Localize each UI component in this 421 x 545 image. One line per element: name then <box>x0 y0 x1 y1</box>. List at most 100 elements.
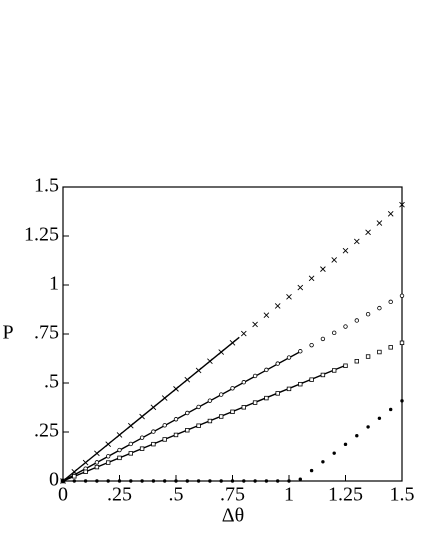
cross-marker <box>263 312 270 319</box>
y-tick-label: .5 <box>44 371 59 393</box>
x-tick-label: .5 <box>169 484 184 506</box>
square-marker <box>106 460 111 465</box>
dot-marker <box>140 479 144 483</box>
dot-marker <box>163 479 167 483</box>
x-axis-label: Δθ <box>222 505 244 527</box>
cross-marker <box>116 432 123 438</box>
cross-marker <box>139 413 145 420</box>
cross-marker <box>184 376 191 383</box>
square-marker <box>218 414 224 419</box>
cross-marker <box>161 395 168 401</box>
square-marker <box>94 464 100 470</box>
cross-marker <box>297 284 304 291</box>
dot-marker <box>242 479 246 483</box>
square-marker <box>343 363 348 368</box>
circle-marker <box>343 324 348 329</box>
dot-marker <box>389 407 393 412</box>
square-marker <box>399 340 405 346</box>
square-marker <box>117 455 122 461</box>
dot-marker <box>174 479 178 483</box>
circle-marker <box>151 429 156 434</box>
cross-marker <box>252 321 258 328</box>
circle-marker <box>94 460 100 465</box>
dot-marker <box>298 477 302 481</box>
x-tick-label: .25 <box>107 484 132 506</box>
dot-marker <box>276 479 280 483</box>
cross-marker <box>240 330 247 337</box>
x-tick-label: 1.25 <box>328 484 363 506</box>
circle-marker <box>264 367 269 373</box>
cross-marker <box>150 404 157 411</box>
circle-marker <box>298 349 303 354</box>
y-tick-label: 1 <box>49 273 59 295</box>
circle-marker <box>218 392 224 397</box>
cross-marker <box>376 220 383 226</box>
dot-marker <box>72 479 77 483</box>
square-marker <box>298 381 303 387</box>
y-tick-label: .25 <box>34 420 59 442</box>
cross-marker <box>286 293 292 300</box>
cross-marker <box>353 238 360 245</box>
square-marker <box>365 354 371 359</box>
circle-marker <box>320 336 326 342</box>
dot-marker <box>343 442 348 447</box>
dot-marker <box>253 479 257 483</box>
square-marker <box>173 432 179 438</box>
circle-marker <box>173 417 179 422</box>
circle-marker <box>354 318 359 323</box>
circle-marker <box>275 361 280 366</box>
cross-marker <box>82 459 89 466</box>
square-marker <box>72 474 77 479</box>
fit-line <box>62 364 346 482</box>
dot-marker <box>355 434 359 438</box>
cross-marker <box>308 275 315 282</box>
dot-marker <box>332 451 336 455</box>
y-tick-label: .75 <box>34 322 59 344</box>
dot-marker <box>264 479 269 483</box>
dot-marker <box>185 479 189 483</box>
cross-marker <box>399 201 405 208</box>
cross-marker <box>331 257 338 263</box>
circle-marker <box>252 373 258 379</box>
circle-marker <box>230 386 235 391</box>
square-marker <box>83 469 88 474</box>
square-marker <box>230 409 235 415</box>
dot-marker <box>321 460 325 464</box>
fit-line <box>62 351 301 482</box>
square-marker <box>264 395 269 401</box>
cross-marker <box>94 450 100 457</box>
circle-marker <box>128 441 133 447</box>
cross-marker <box>229 340 236 346</box>
circle-marker <box>309 342 314 348</box>
cross-marker <box>320 266 326 272</box>
square-marker <box>275 391 280 396</box>
cross-marker <box>195 367 202 374</box>
cross-marker <box>274 303 281 309</box>
circle-marker <box>196 404 201 410</box>
dot-marker <box>117 479 122 483</box>
square-marker <box>196 423 201 428</box>
plot-frame <box>62 186 403 482</box>
square-marker <box>331 368 337 373</box>
x-tick-label: .75 <box>220 484 245 506</box>
circle-marker <box>377 305 382 311</box>
cross-marker <box>127 422 134 429</box>
square-marker <box>139 446 145 451</box>
x-tick-label: 1.5 <box>390 484 415 506</box>
y-axis-label: P <box>2 322 13 344</box>
dot-marker <box>219 479 223 483</box>
dot-marker <box>83 479 88 483</box>
square-marker <box>241 405 246 410</box>
circle-marker <box>139 435 145 440</box>
circle-marker <box>399 293 405 298</box>
dot-marker <box>61 479 65 483</box>
square-marker <box>128 451 133 456</box>
dot-marker <box>377 416 382 420</box>
square-marker <box>162 437 167 442</box>
cross-marker <box>218 349 225 355</box>
square-marker <box>151 441 156 447</box>
circle-marker <box>388 299 393 305</box>
square-marker <box>377 349 382 355</box>
square-marker <box>309 377 314 382</box>
circle-marker <box>185 410 190 416</box>
